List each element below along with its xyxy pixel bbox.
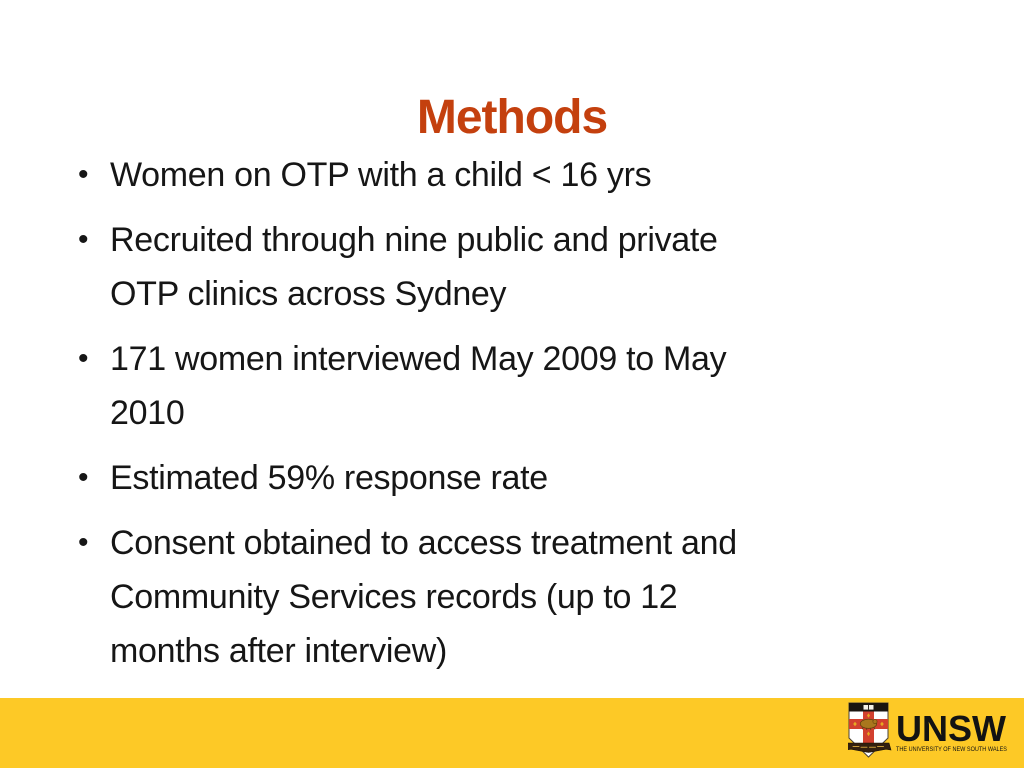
bullet-line: Estimated 59% response rate: [110, 459, 548, 497]
bullet-item: • Estimated 59% response rate: [78, 451, 938, 505]
bullet-icon: •: [78, 223, 89, 256]
unsw-logo: UNSW THE UNIVERSITY OF NEW SOUTH WALES: [848, 702, 1012, 762]
bullet-line: Recruited through nine public and privat…: [110, 221, 718, 259]
bullet-text: Recruited through nine public and privat…: [110, 213, 718, 321]
bullet-item: • Recruited through nine public and priv…: [78, 213, 938, 321]
bullet-text: Consent obtained to access treatment and…: [110, 516, 737, 678]
bullet-line: Consent obtained to access treatment and: [110, 524, 737, 562]
bullet-text: 171 women interviewed May 2009 to May 20…: [110, 332, 727, 440]
bullet-line: 2010: [110, 394, 185, 432]
bullet-text: Estimated 59% response rate: [110, 451, 548, 505]
bullet-icon: •: [78, 526, 89, 559]
unsw-crest-icon: UNSW THE UNIVERSITY OF NEW SOUTH WALES: [848, 702, 1007, 758]
bullet-line: Community Services records (up to 12: [110, 578, 678, 616]
bullet-text: Women on OTP with a child < 16 yrs: [110, 148, 652, 202]
bullet-list: • Women on OTP with a child < 16 yrs • R…: [78, 148, 938, 689]
crest-shield: [848, 702, 892, 758]
crest-lion: [859, 718, 878, 731]
bullet-icon: •: [78, 158, 89, 191]
bullet-item: • 171 women interviewed May 2009 to May …: [78, 332, 938, 440]
bullet-line: months after interview): [110, 632, 448, 670]
slide-title: Methods: [416, 91, 608, 145]
bullet-icon: •: [78, 342, 89, 375]
bullet-line: Women on OTP with a child < 16 yrs: [110, 156, 652, 194]
unsw-tagline: THE UNIVERSITY OF NEW SOUTH WALES: [896, 746, 1007, 753]
unsw-wordmark: UNSW: [896, 708, 1006, 749]
bullet-icon: •: [78, 461, 89, 494]
bullet-line: OTP clinics across Sydney: [110, 275, 507, 313]
bullet-line: 171 women interviewed May 2009 to May: [110, 340, 727, 378]
bullet-item: • Women on OTP with a child < 16 yrs: [78, 148, 938, 202]
bullet-item: • Consent obtained to access treatment a…: [78, 516, 938, 678]
